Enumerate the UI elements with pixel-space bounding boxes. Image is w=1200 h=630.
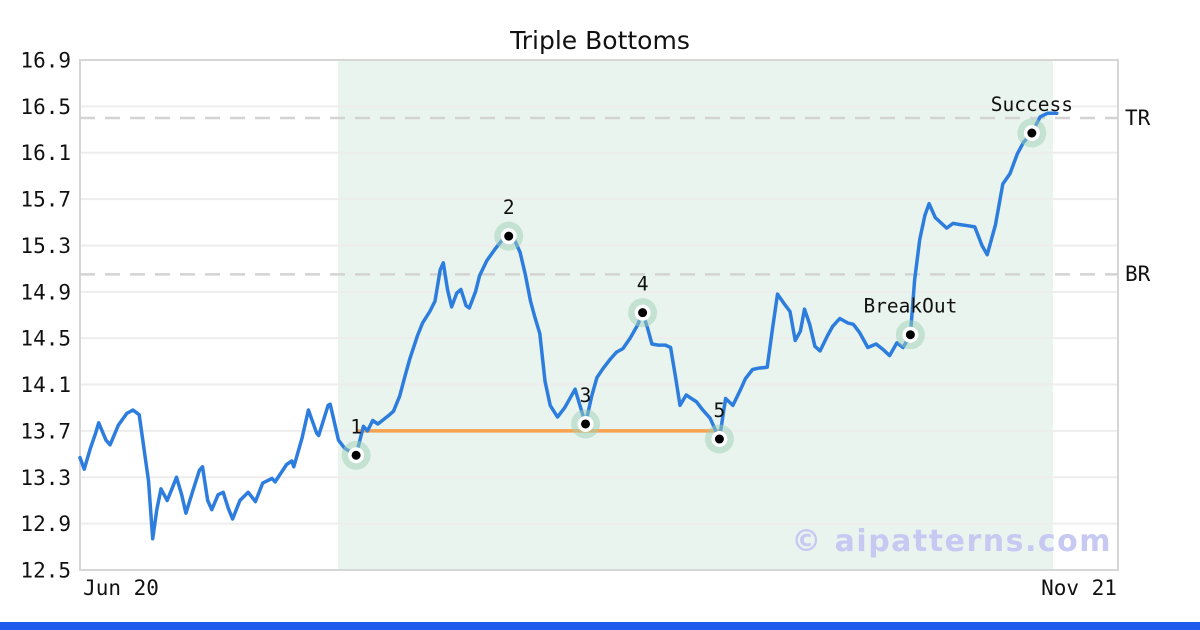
- chart-title: Triple Bottoms: [510, 26, 690, 55]
- y-tick-label: 16.1: [20, 141, 71, 165]
- price-line: [78, 111, 1059, 541]
- y-tick-label: 14.9: [20, 280, 71, 304]
- y-tick-label: 16.5: [20, 95, 71, 119]
- annotation-label-1: 1: [350, 415, 362, 438]
- y-tick-label: 14.5: [20, 327, 71, 351]
- annotation-label-4: 4: [637, 273, 649, 296]
- watermark-text: © aipatterns.com: [791, 524, 1112, 559]
- x-tick-label-end: Nov 21: [1041, 576, 1117, 600]
- marker-dot-4: [638, 308, 648, 318]
- annotation-label-3: 3: [580, 384, 592, 407]
- marker-dot-3: [581, 419, 591, 429]
- y-tick-label: 15.3: [20, 234, 71, 258]
- annotation-label-breakout: BreakOut: [863, 295, 957, 318]
- annotation-label-5: 5: [714, 399, 726, 422]
- plot-frame: [79, 59, 1119, 571]
- annotation-label-success: Success: [991, 93, 1073, 116]
- marker-dot-5: [714, 434, 724, 444]
- y-tick-label: 14.1: [20, 373, 71, 397]
- y-tick-label: 12.9: [20, 512, 71, 536]
- marker-dot-success: [1027, 128, 1037, 138]
- x-tick-label-start: Jun 20: [83, 576, 159, 600]
- breakout-level-label: BR: [1125, 262, 1151, 286]
- y-tick-label: 13.7: [20, 419, 71, 443]
- marker-dot-1: [351, 450, 361, 460]
- pattern-region-shading: [338, 60, 1054, 570]
- y-tick-label: 13.3: [20, 466, 71, 490]
- target-level-label: TR: [1125, 106, 1151, 130]
- marker-dot-breakout: [905, 330, 915, 340]
- marker-dot-2: [504, 231, 514, 241]
- bottom-accent-bar: [0, 622, 1200, 630]
- y-tick-label: 15.7: [20, 188, 71, 212]
- y-tick-label: 12.5: [20, 559, 71, 583]
- y-tick-label: 16.9: [20, 49, 71, 73]
- annotation-label-2: 2: [503, 196, 515, 219]
